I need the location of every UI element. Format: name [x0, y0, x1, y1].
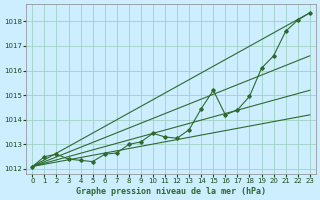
X-axis label: Graphe pression niveau de la mer (hPa): Graphe pression niveau de la mer (hPa) — [76, 187, 266, 196]
